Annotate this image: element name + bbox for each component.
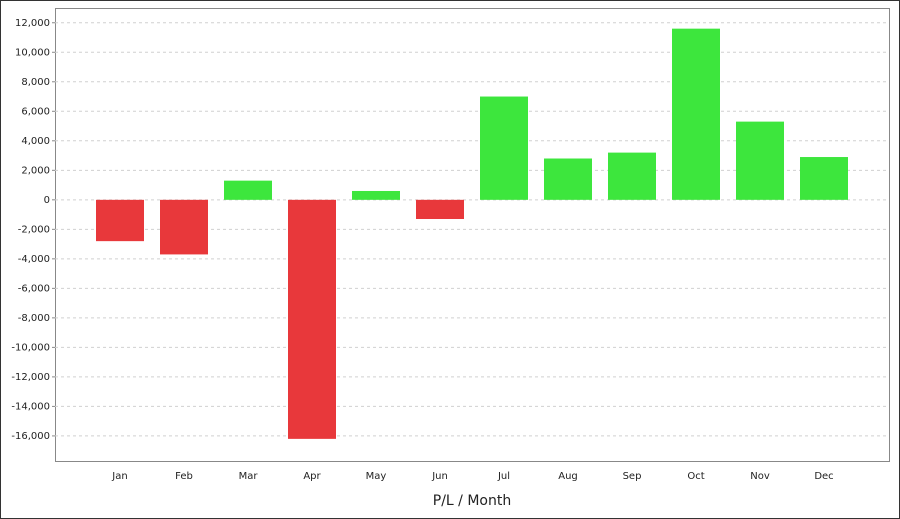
x-tick-label: Sep bbox=[623, 471, 642, 482]
y-tick-label: 4,000 bbox=[21, 136, 50, 147]
bar bbox=[416, 199, 464, 220]
x-tick-label: Jun bbox=[431, 471, 448, 482]
x-tick-label: Apr bbox=[303, 471, 321, 482]
bar bbox=[736, 121, 784, 200]
y-tick-label: -16,000 bbox=[11, 431, 50, 442]
y-tick-label: -6,000 bbox=[18, 283, 50, 294]
x-tick-label: May bbox=[366, 471, 387, 482]
y-tick-label: 2,000 bbox=[21, 165, 50, 176]
bar bbox=[672, 28, 720, 200]
bar bbox=[96, 199, 144, 242]
x-tick-label: Jul bbox=[497, 471, 510, 482]
y-tick-label: 10,000 bbox=[15, 47, 50, 58]
y-tick-label: -12,000 bbox=[11, 372, 50, 383]
bar bbox=[544, 158, 592, 200]
y-tick-label: -2,000 bbox=[18, 224, 50, 235]
x-tick-label: Oct bbox=[687, 471, 704, 482]
y-tick-label: -8,000 bbox=[18, 313, 50, 324]
bar bbox=[288, 199, 336, 439]
y-tick-label: 12,000 bbox=[15, 18, 50, 29]
x-tick-label: Feb bbox=[175, 471, 193, 482]
x-tick-label: Jan bbox=[111, 471, 127, 482]
y-tick-label: 0 bbox=[44, 195, 50, 206]
x-tick-label: Dec bbox=[814, 471, 833, 482]
bar bbox=[800, 157, 848, 200]
bar bbox=[608, 152, 656, 200]
x-tick-label: Aug bbox=[558, 471, 578, 482]
bar bbox=[224, 180, 272, 200]
x-tick-label: Nov bbox=[750, 471, 770, 482]
x-tick-label: Mar bbox=[239, 471, 259, 482]
bar bbox=[480, 96, 528, 200]
y-tick-label: 8,000 bbox=[21, 77, 50, 88]
y-tick-label: 6,000 bbox=[21, 106, 50, 117]
y-tick-label: -10,000 bbox=[11, 342, 50, 353]
bar bbox=[352, 190, 400, 200]
y-tick-label: -14,000 bbox=[11, 401, 50, 412]
bar bbox=[160, 199, 208, 255]
x-axis-label: P/L / Month bbox=[433, 493, 511, 509]
y-tick-label: -4,000 bbox=[18, 254, 50, 265]
